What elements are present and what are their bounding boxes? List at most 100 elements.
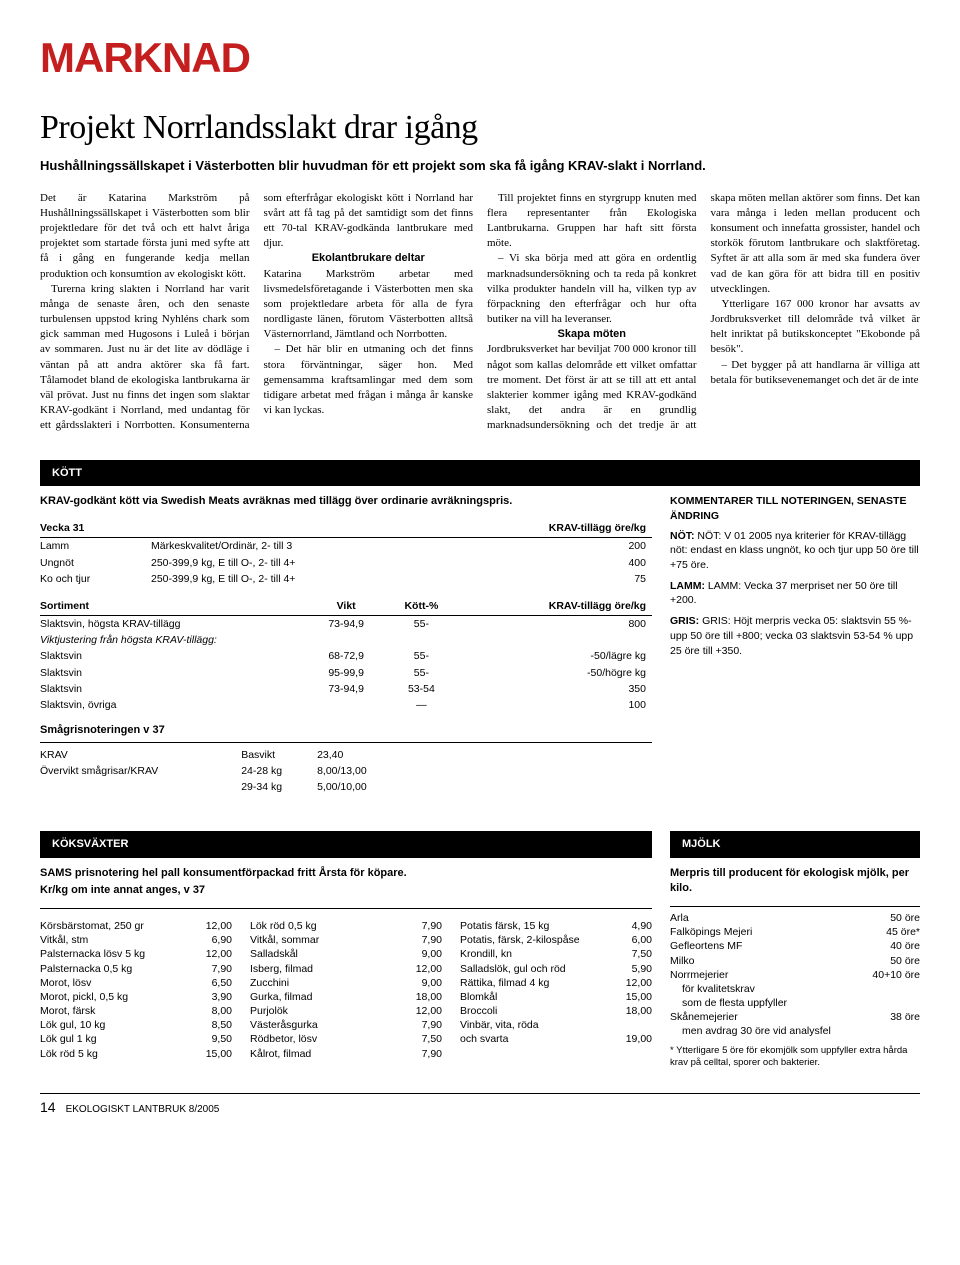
- price-row: Isberg, filmad12,00: [250, 962, 442, 976]
- price-row: Salladskål 9,00: [250, 947, 442, 961]
- cell: Slaktsvin, högsta KRAV-tillägg: [40, 616, 311, 633]
- price-label: Potatis färsk, 15 kg: [460, 919, 549, 933]
- price-label: Kålrot, filmad: [250, 1047, 311, 1061]
- price-value: 7,50: [422, 1032, 442, 1046]
- price-value: 9,50: [212, 1032, 232, 1046]
- cell: Basvikt: [241, 747, 317, 763]
- price-label: Västeråsgurka: [250, 1018, 318, 1032]
- mjolk-label: Falköpings Mejeri: [670, 925, 752, 939]
- page-number: 14: [40, 1098, 56, 1117]
- kott-table-1: Vecka 31 KRAV-tillägg öre/kg LammMärkesk…: [40, 519, 652, 587]
- price-label: Blomkål: [460, 990, 497, 1004]
- price-value: 8,00: [212, 1004, 232, 1018]
- cell: 400: [448, 555, 652, 571]
- cell: —: [388, 697, 462, 713]
- publication-label: EKOLOGISKT LANTBRUK 8/2005: [66, 1103, 220, 1117]
- price-row: Rättika, filmad 4 kg12,00: [460, 976, 652, 990]
- mjolk-value: 50 öre: [890, 954, 920, 968]
- price-label: Lök gul, 10 kg: [40, 1018, 105, 1032]
- mjolk-value: 40+10 öre: [872, 968, 920, 982]
- price-value: 18,00: [416, 990, 442, 1004]
- price-label: och svarta: [460, 1032, 508, 1046]
- table-row: Slaktsvin95-99,955--50/högre kg: [40, 665, 652, 681]
- cell: Lamm: [40, 538, 151, 555]
- koksvaxter-col-3: Potatis färsk, 15 kg4,90Potatis, färsk, …: [460, 919, 652, 1061]
- price-row: och svarta19,00: [460, 1032, 652, 1046]
- mjolk-pill: MJÖLK: [670, 834, 733, 855]
- koksvaxter-intro1: SAMS prisnotering hel pall konsumentförp…: [40, 866, 652, 881]
- t1-head-week: Vecka 31: [40, 519, 151, 538]
- mjolk-table: Arla50 öreFalköpings Mejeri45 öre*Gefleo…: [670, 911, 920, 1039]
- price-value: 3,90: [212, 990, 232, 1004]
- cell: Slaktsvin: [40, 681, 311, 697]
- price-value: 15,00: [206, 1047, 232, 1061]
- price-row: Blomkål15,00: [460, 990, 652, 1004]
- cell: 350: [461, 681, 652, 697]
- table-row: KRAVBasvikt23,40: [40, 747, 407, 763]
- price-label: Palsternacka lösv 5 kg: [40, 947, 145, 961]
- comment-not: NÖT: V 01 2005 nya kriterier för KRAV-ti…: [670, 530, 919, 571]
- price-label: Vitkål, sommar: [250, 933, 319, 947]
- article-title: Projekt Norrlandsslakt drar igång: [40, 105, 920, 151]
- mjolk-section-bar: MJÖLK: [670, 831, 920, 858]
- price-label: Morot, lösv: [40, 976, 91, 990]
- price-value: 6,00: [632, 933, 652, 947]
- price-label: Salladslök, gul och röd: [460, 962, 566, 976]
- mjolk-value: 45 öre*: [886, 925, 920, 939]
- price-row: Purjolök12,00: [250, 1004, 442, 1018]
- table-row: Övervikt smågrisar/KRAV24-28 kg8,00/13,0…: [40, 763, 407, 779]
- price-row: Vitkål, sommar7,90: [250, 933, 442, 947]
- cell: Ko och tjur: [40, 571, 151, 587]
- price-value: 5,90: [632, 962, 652, 976]
- mjolk-row: Gefleortens MF40 öre: [670, 939, 920, 953]
- section-tag: MARKNAD: [40, 30, 920, 87]
- price-label: Lök gul 1 kg: [40, 1032, 97, 1046]
- body-para: Katarina Markström arbetar med livsmedel…: [264, 267, 474, 343]
- price-label: Rödbetor, lösv: [250, 1032, 317, 1046]
- price-row: Zucchini9,00: [250, 976, 442, 990]
- price-row: Salladslök, gul och röd 5,90: [460, 962, 652, 976]
- price-label: Broccoli: [460, 1004, 497, 1018]
- article-lead: Hushållningssällskapet i Västerbotten bl…: [40, 157, 920, 175]
- price-label: Vinbär, vita, röda: [460, 1018, 539, 1032]
- cell: 23,40: [317, 747, 407, 763]
- price-label: Salladskål: [250, 947, 298, 961]
- price-label: Krondill, kn: [460, 947, 512, 961]
- price-row: Broccoli18,00: [460, 1004, 652, 1018]
- cell: 200: [448, 538, 652, 555]
- price-value: 12,00: [206, 947, 232, 961]
- mjolk-value: 40 öre: [890, 939, 920, 953]
- mjolk-intro: Merpris till producent för ekologisk mjö…: [670, 866, 920, 896]
- koksvaxter-col-1: Körsbärstomat, 250 gr12,00Vitkål, stm6,9…: [40, 919, 232, 1061]
- price-value: 9,00: [422, 947, 442, 961]
- mjolk-subline: för kvalitetskrav: [670, 982, 920, 996]
- table-row: 29-34 kg5,00/10,00: [40, 779, 407, 795]
- koksvaxter-pill: KÖKSVÄXTER: [40, 834, 140, 855]
- article-body: Det är Katarina Markström på Hushållning…: [40, 191, 920, 434]
- body-para: Till projektet finns en styrgrupp knuten…: [487, 191, 697, 252]
- body-para: Ytterligare 167 000 kronor har avsatts a…: [711, 297, 921, 358]
- cell: -50/högre kg: [461, 665, 652, 681]
- koksvaxter-section-bar: KÖKSVÄXTER: [40, 831, 652, 858]
- table-row: Slaktsvin, övriga—100: [40, 697, 652, 713]
- price-row: Lök gul 1 kg 9,50: [40, 1032, 232, 1046]
- cell: 73-94,9: [311, 681, 388, 697]
- table-row: Slaktsvin73-94,953-54350: [40, 681, 652, 697]
- price-row: Lök röd 5 kg15,00: [40, 1047, 232, 1061]
- mjolk-label: Milko: [670, 954, 695, 968]
- cell: [40, 779, 241, 795]
- mjolk-label: Norrmejerier: [670, 968, 728, 982]
- price-value: 7,90: [422, 1047, 442, 1061]
- cell: 24-28 kg: [241, 763, 317, 779]
- page-footer: 14 EKOLOGISKT LANTBRUK 8/2005: [40, 1093, 920, 1117]
- price-row: Morot, färsk8,00: [40, 1004, 232, 1018]
- mjolk-row: Falköpings Mejeri 45 öre*: [670, 925, 920, 939]
- mjolk-row: Norrmejerier 40+10 öre: [670, 968, 920, 982]
- article-subhead: Skapa möten: [487, 327, 697, 342]
- price-row: Körsbärstomat, 250 gr12,00: [40, 919, 232, 933]
- t1-head-blank: [151, 519, 448, 538]
- cell: 73-94,9: [311, 616, 388, 633]
- price-row: Morot, pickl, 0,5 kg3,90: [40, 990, 232, 1004]
- cell: KRAV: [40, 747, 241, 763]
- cell: 5,00/10,00: [317, 779, 407, 795]
